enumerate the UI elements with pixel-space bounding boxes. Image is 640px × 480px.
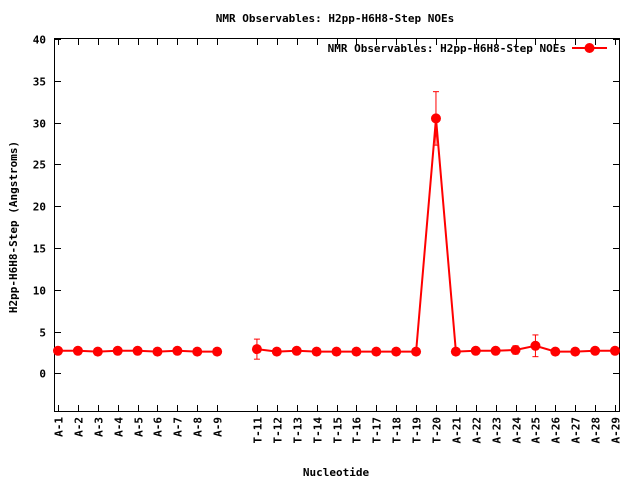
x-tick-label: T-12 <box>272 417 285 444</box>
data-point <box>53 345 63 356</box>
data-point <box>411 346 422 357</box>
x-tick-label: A-6 <box>152 417 165 437</box>
y-tick-label: 0 <box>39 368 46 381</box>
data-point <box>550 346 561 357</box>
legend-label: NMR Observables: H2pp-H6H8-Step NOEs <box>328 42 566 55</box>
x-tick-label: T-15 <box>332 417 345 444</box>
y-tick-label: 30 <box>33 118 46 131</box>
data-point <box>430 113 441 124</box>
x-tick-label: A-7 <box>172 417 185 437</box>
data-point <box>470 345 481 356</box>
data-point <box>212 346 223 357</box>
data-point <box>610 345 620 356</box>
data-point <box>172 345 183 356</box>
x-tick-label: A-8 <box>192 417 205 437</box>
x-axis-ticks: A-1 A-2 A-3 A-4 A-5 A-6 A-7 A-8 A-9 T-11 T-12 T-13 T… <box>53 39 623 444</box>
x-tick-label: A-5 <box>133 417 146 437</box>
x-tick-label: A-27 <box>570 417 583 444</box>
x-tick-label: T-19 <box>411 417 424 444</box>
x-tick-label: T-16 <box>351 417 364 444</box>
chart-title: NMR Observables: H2pp-H6H8-Step NOEs <box>216 12 454 25</box>
x-axis-label: Nucleotide <box>303 466 370 479</box>
legend-marker <box>584 43 595 53</box>
data-point <box>152 346 163 357</box>
data-point <box>291 345 302 356</box>
data-point <box>450 346 461 357</box>
data-point <box>510 344 521 355</box>
x-tick-label: A-9 <box>212 417 225 437</box>
data-point <box>331 346 342 357</box>
x-tick-label: A-26 <box>550 417 563 444</box>
y-axis-ticks: 0 5 10 15 20 25 30 35 40 <box>33 34 619 381</box>
x-tick-label: A-2 <box>73 417 86 437</box>
x-tick-label: T-13 <box>292 417 305 444</box>
x-tick-label: A-21 <box>451 417 464 444</box>
x-tick-label: T-11 <box>252 417 265 444</box>
x-tick-label: T-14 <box>312 417 325 444</box>
x-tick-label: A-28 <box>590 417 603 444</box>
data-point <box>311 346 322 357</box>
y-tick-label: 35 <box>33 76 46 89</box>
y-tick-label: 10 <box>33 285 46 298</box>
data-series <box>53 91 620 360</box>
x-tick-label: A-25 <box>530 417 543 444</box>
data-point <box>590 345 601 356</box>
y-tick-label: 5 <box>39 327 46 340</box>
y-tick-label: 25 <box>33 159 46 172</box>
x-tick-label: A-1 <box>53 417 66 437</box>
x-tick-label: A-3 <box>93 417 106 437</box>
data-point <box>132 345 143 356</box>
data-point <box>92 346 103 357</box>
x-tick-label: A-22 <box>471 417 484 444</box>
legend: NMR Observables: H2pp-H6H8-Step NOEs <box>328 42 607 55</box>
data-point <box>391 346 402 357</box>
data-point <box>371 346 382 357</box>
data-point <box>530 340 541 351</box>
y-tick-label: 20 <box>33 201 46 214</box>
x-tick-label: T-18 <box>391 417 404 444</box>
data-point <box>351 346 362 357</box>
x-tick-label: T-20 <box>431 417 444 444</box>
data-point <box>112 345 123 356</box>
data-point <box>251 344 262 355</box>
y-tick-label: 15 <box>33 243 46 256</box>
x-tick-label: A-24 <box>511 417 524 444</box>
data-point <box>570 346 581 357</box>
y-tick-label: 40 <box>33 34 46 47</box>
series-line-segment <box>256 118 615 353</box>
plot-frame <box>54 38 620 412</box>
y-axis-label: H2pp-H6H8-Step (Angstroms) <box>7 141 20 313</box>
data-point <box>72 345 83 356</box>
x-tick-label: A-29 <box>610 417 623 444</box>
data-point <box>490 345 501 356</box>
data-point <box>271 346 282 357</box>
x-tick-label: T-17 <box>371 417 384 444</box>
x-tick-label: A-23 <box>491 417 504 444</box>
x-tick-label: A-4 <box>113 417 126 437</box>
data-point <box>192 346 203 357</box>
